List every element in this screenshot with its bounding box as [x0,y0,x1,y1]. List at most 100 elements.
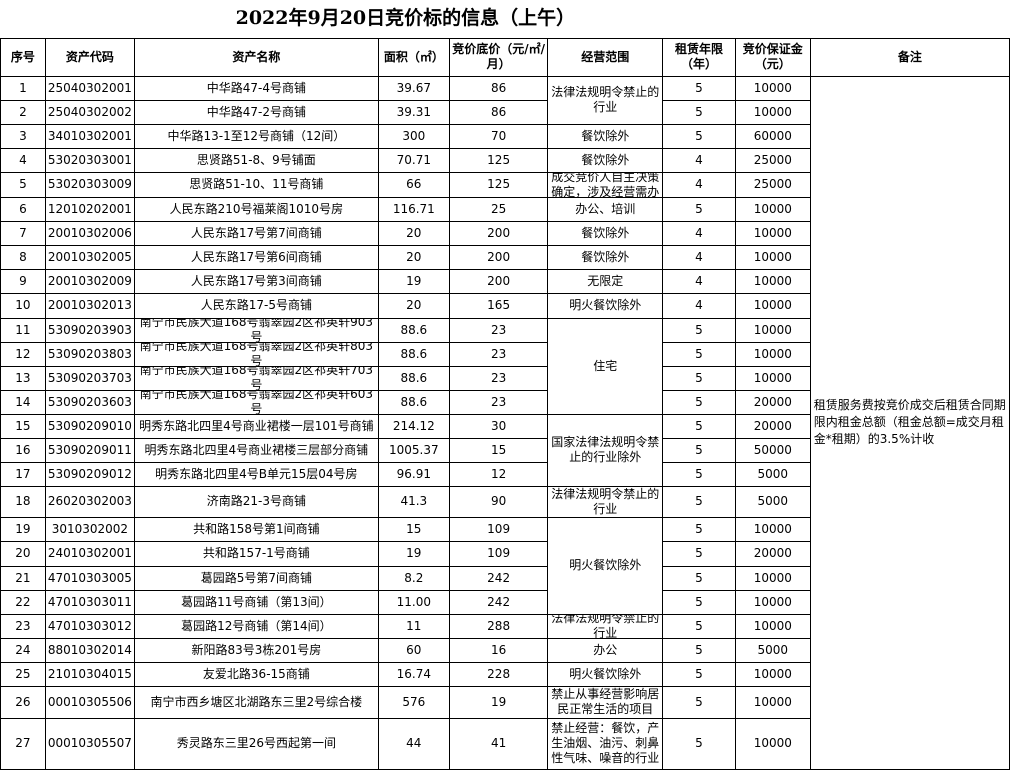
column-header: 面积（㎡） [377,37,450,77]
asset-name: 明秀东路北四里4号商业裙楼一层101号商铺 [133,413,379,439]
asset-code: 53090203903 [44,317,135,343]
business-scope: 禁止经营：餐饮，产生油烟、油污、刺鼻性气味、噪音的行业 [547,717,664,770]
lease-years: 4 [662,171,736,198]
asset-code: 26020302003 [44,485,135,518]
asset-name-text: 明秀东路北四里4号商业裙楼一层101号商铺 [139,418,374,433]
lease-years-text: 5 [695,494,703,508]
deposit: 10000 [734,196,811,222]
asset-code: 53020303001 [44,147,135,173]
row-number: 14 [0,389,46,415]
asset-code: 88010302014 [44,637,135,663]
asset-code-text: 34010302001 [47,128,132,143]
base-price-text: 16 [490,642,507,657]
base-price-text: 109 [487,546,511,560]
asset-name: 共和路158号第1间商铺 [133,516,379,542]
data-row: 18 26020302003 济南路21-3号商铺 41.3 90 法律法规明令禁止的行业… [0,485,1010,518]
row-number: 15 [0,413,46,439]
asset-code-text: 24010302001 [47,546,132,560]
area: 20 [377,292,450,319]
asset-name: 中华路47-4号商铺 [133,75,379,101]
area: 300 [377,123,450,149]
asset-name: 人民东路17号第6间商铺 [133,244,379,270]
row-number: 4 [0,147,46,173]
asset-name: 人民东路17号第3间商铺 [133,268,379,294]
asset-name-text: 秀灵路东三里26号西起第一间 [176,736,336,750]
row-number-text: 17 [15,466,31,481]
base-price: 23 [448,341,549,367]
lease-years-text: 5 [695,642,703,657]
deposit-text: 5000 [757,494,789,508]
data-row: 6 12010202001 人民东路210号福莱阁1010号房 116.71 25 办公、… [0,196,1010,222]
base-price: 19 [448,685,549,719]
base-price: 109 [448,516,549,542]
business-scope: 成交竞价人自主决策确定，涉及经营需办 [547,171,664,198]
deposit-text: 10000 [753,80,792,95]
asset-name: 中华路47-2号商铺 [133,99,379,125]
deposit-text: 10000 [753,104,792,119]
asset-code: 00010305507 [44,717,135,770]
row-number-text: 8 [19,249,27,264]
deposit: 10000 [734,685,811,719]
lease-years-text: 4 [695,177,703,191]
base-price-text: 70 [490,128,507,143]
asset-code: 12010202001 [44,196,135,222]
area-text: 116.71 [392,201,435,216]
asset-name-text: 葛园路11号商铺（第13间） [181,594,332,609]
area-text: 1005.37 [389,442,439,457]
business-scope: 餐饮除外 [547,244,664,270]
deposit-text: 10000 [753,594,792,609]
area-text: 88.6 [400,346,428,361]
business-scope-text: 住宅 [593,358,618,373]
area: 96.91 [377,461,450,487]
column-header-text: 竞价保证金（元） [742,42,803,71]
row-number-text: 19 [15,521,31,536]
column-header-text: 竞价底价（元/㎡/月） [452,42,546,71]
base-price: 109 [448,540,549,567]
remark: 租赁服务费按竞价成交后租赁合同期限内租金总额（租金总额=成交月租金*租期）的3.… [809,75,1010,770]
asset-code-text: 00010305506 [47,694,132,709]
asset-name: 南宁市民族大道168号翡翠园2区祁英轩603号 [133,389,379,415]
lease-years: 4 [662,220,736,246]
base-price-text: 165 [487,298,511,312]
base-price-text: 125 [487,152,511,167]
area: 1005.37 [377,437,450,463]
base-price: 242 [448,589,549,615]
business-scope-text: 明火餐饮除外 [569,558,642,572]
deposit-text: 50000 [753,442,792,457]
lease-years-text: 5 [695,594,703,609]
asset-code: 25040302002 [44,99,135,125]
asset-code: 20010302006 [44,220,135,246]
base-price: 41 [448,717,549,770]
area-text: 11 [406,618,422,633]
area: 39.67 [377,75,450,101]
lease-years: 5 [662,99,736,125]
deposit: 10000 [734,717,811,770]
asset-name: 人民东路17-5号商铺 [133,292,379,319]
business-scope: 国家法律法规明令禁止的行业除外 [547,413,664,487]
asset-code-text: 20010302006 [47,225,132,240]
column-header-text: 租赁年限（年） [674,42,723,71]
base-price-text: 19 [490,694,507,709]
business-scope-text: 明火餐饮除外 [569,298,642,312]
data-row: 24 88010302014 新阳路83号3栋201号房 60 16 办公 5 5000 [0,637,1010,663]
row-number: 19 [0,516,46,542]
business-scope: 无限定 [547,268,664,294]
deposit: 10000 [734,244,811,270]
deposit-text: 20000 [753,394,792,409]
asset-name: 中华路13-1至12号商铺（12间） [133,123,379,149]
row-number-text: 15 [15,418,31,433]
base-price-text: 23 [490,346,507,361]
area-text: 19 [406,546,422,560]
deposit-text: 10000 [753,249,792,264]
area-text: 300 [402,128,426,143]
lease-years-text: 4 [695,249,703,264]
asset-name: 人民东路17号第7间商铺 [133,220,379,246]
lease-years-text: 5 [695,736,703,750]
lease-years-text: 5 [695,322,703,337]
sheet-title-text: 2022年9月20日竞价标的信息（上午） [235,7,576,30]
deposit-text: 20000 [753,418,792,433]
deposit: 10000 [734,661,811,687]
base-price-text: 41 [490,736,507,750]
